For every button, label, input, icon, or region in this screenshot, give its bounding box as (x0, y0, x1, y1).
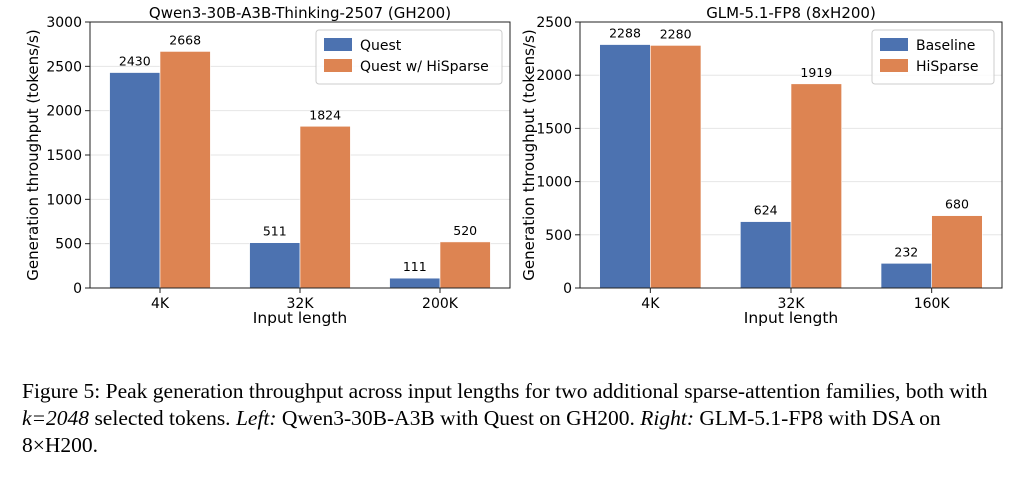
y-axis-label: Generation throughput (tokens/s) (24, 29, 42, 280)
x-axis-label: Input length (744, 309, 838, 327)
data-label: 1824 (309, 107, 341, 122)
y-tick-label: 0 (73, 281, 82, 297)
x-tick-label: 32K (778, 296, 806, 312)
y-tick-label: 3000 (46, 15, 82, 31)
bar (599, 44, 651, 289)
x-tick-label: 200K (422, 296, 459, 312)
bar (389, 277, 441, 289)
x-axis-label: Input length (253, 309, 347, 327)
data-label: 520 (453, 223, 477, 238)
y-tick-label: 2500 (46, 59, 82, 75)
figure-caption: Figure 5: Peak generation throughput acr… (22, 378, 1022, 459)
data-label: 511 (263, 224, 287, 239)
x-tick-label: 160K (914, 296, 951, 312)
figure: 2430 511 111 2668 1824 520 0 500 1000 1500 2000 250… (24, 4, 1003, 327)
y-tick-label: 1500 (536, 121, 572, 137)
y-tick-label: 1000 (536, 175, 572, 191)
bar (880, 263, 932, 289)
legend-label: Baseline (916, 38, 975, 54)
x-tick-label: 4K (641, 296, 660, 312)
data-label: 2430 (119, 54, 151, 69)
chart-title: Qwen3-30B-A3B-Thinking-2507 (GH200) (149, 4, 451, 22)
caption-label: Figure 5: Peak generation throughput acr… (22, 379, 988, 403)
data-label: 2288 (609, 26, 641, 41)
chart-left: 2430 511 111 2668 1824 520 0 500 1000 1500 2000 250… (24, 4, 511, 327)
y-tick-label: 2000 (46, 104, 82, 120)
legend-swatch (880, 59, 908, 72)
legend-label: HiSparse (916, 59, 978, 75)
caption-k-expr: k=2048 (22, 406, 90, 430)
data-label: 111 (403, 259, 427, 274)
bar (439, 241, 491, 289)
caption-left-label: Left: (235, 406, 277, 430)
y-tick-label: 500 (55, 237, 82, 253)
legend-label: Quest w/ HiSparse (360, 59, 489, 75)
legend-swatch (324, 59, 352, 72)
data-label: 232 (894, 244, 918, 259)
bar (931, 215, 983, 289)
caption-right-text: GLM-5.1-FP8 with DSA on 8×H200. (22, 406, 941, 457)
charts-svg: 2430 511 111 2668 1824 520 0 500 1000 1500 2000 250… (24, 4, 1003, 327)
bar (650, 45, 702, 289)
chart-right: 2288 624 232 2280 1919 680 0 500 1000 1500 2000 250… (520, 4, 1003, 327)
data-label: 680 (945, 197, 969, 212)
caption-right-label: Right: (640, 406, 694, 430)
legend-swatch (324, 38, 352, 51)
chart-title: GLM-5.1-FP8 (8xH200) (706, 4, 876, 22)
y-tick-label: 2500 (536, 15, 572, 31)
data-label: 2668 (169, 32, 201, 47)
bar (790, 83, 842, 289)
data-label: 1919 (800, 65, 832, 80)
data-label: 624 (754, 203, 778, 218)
legend-label: Quest (360, 38, 402, 54)
caption-mid: selected tokens. (89, 406, 236, 430)
y-axis-label: Generation throughput (tokens/s) (520, 29, 538, 280)
x-tick-label: 32K (287, 296, 315, 312)
bar (740, 221, 792, 289)
legend-box (315, 29, 503, 85)
y-tick-label: 1000 (46, 192, 82, 208)
bar (109, 72, 161, 289)
bar (159, 51, 211, 289)
y-tick-label: 2000 (536, 68, 572, 84)
data-label: 2280 (660, 26, 692, 41)
x-tick-label: 4K (151, 296, 170, 312)
caption-left-text: Qwen3-30B-A3B with Quest on GH200. (276, 406, 641, 430)
y-tick-label: 0 (563, 281, 572, 297)
bar (299, 125, 351, 289)
bar (249, 242, 301, 289)
legend-swatch (880, 38, 908, 51)
y-tick-label: 1500 (46, 148, 82, 164)
y-tick-label: 500 (545, 228, 572, 244)
